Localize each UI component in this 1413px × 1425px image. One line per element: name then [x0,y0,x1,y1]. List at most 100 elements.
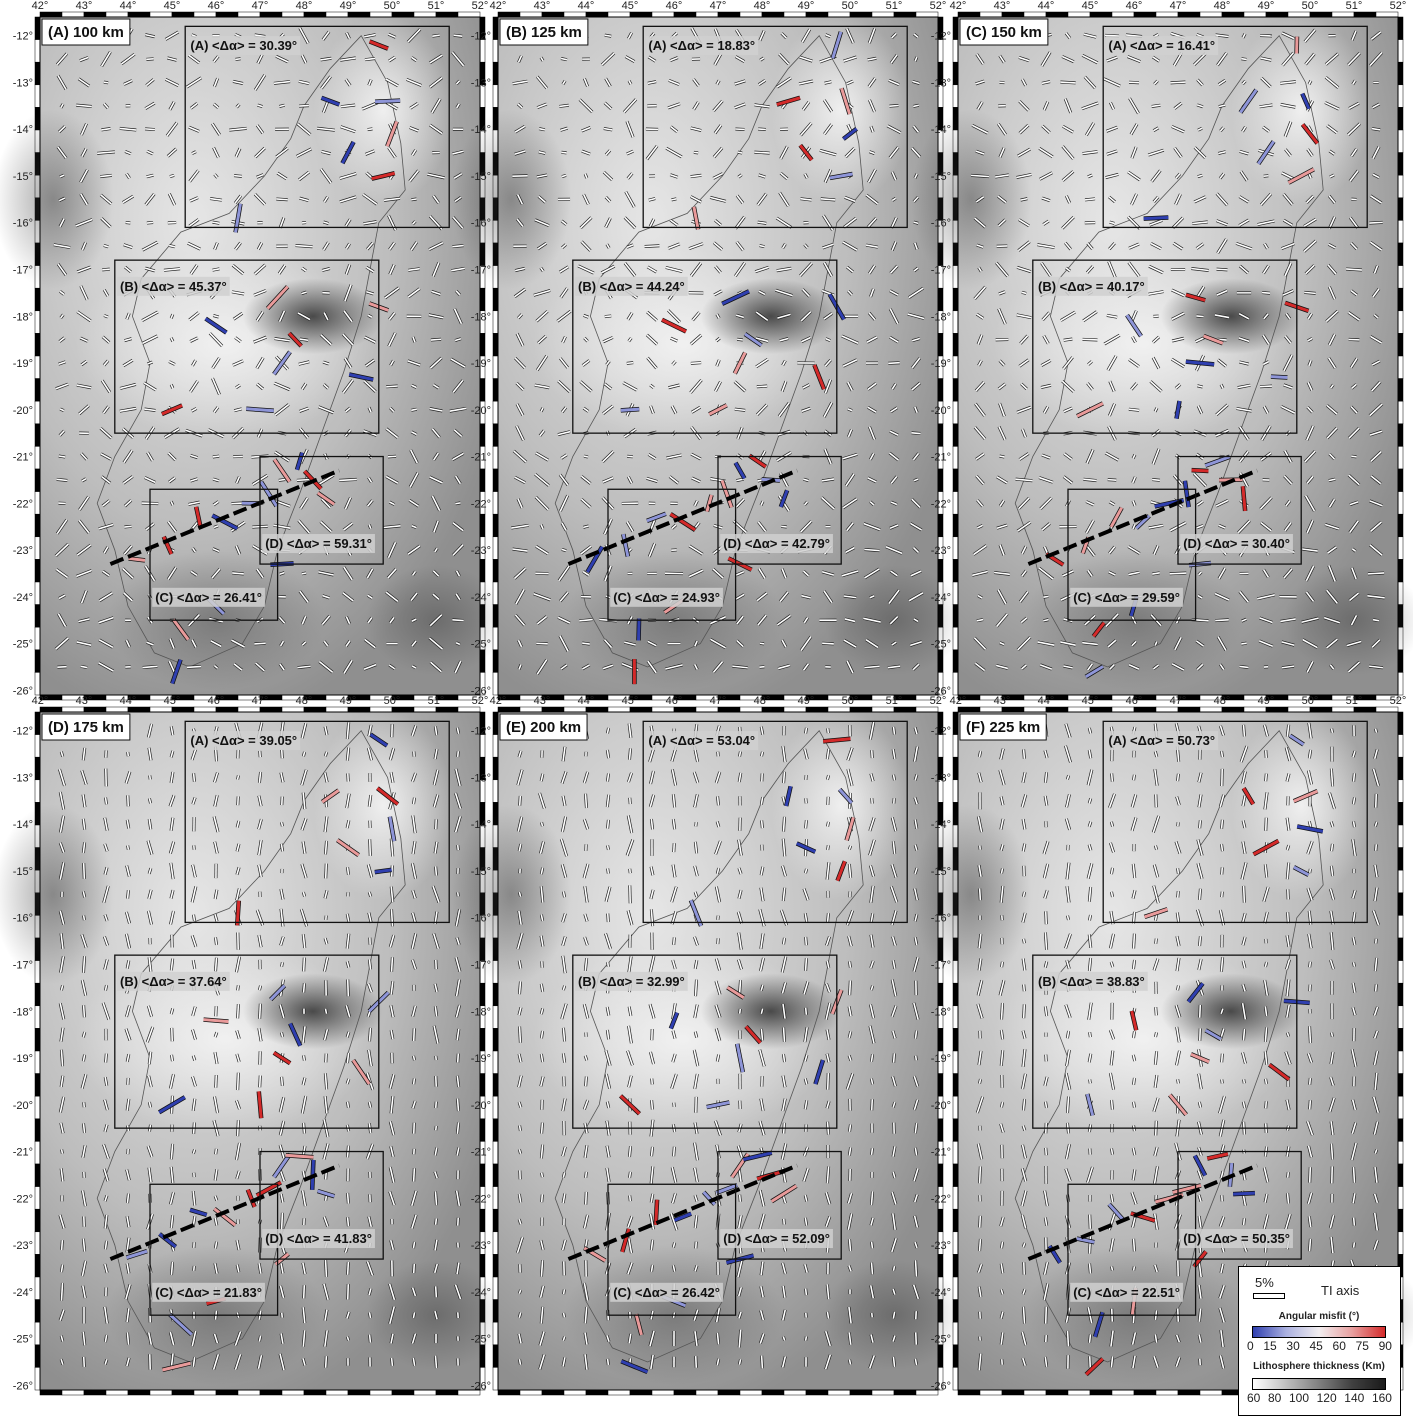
frame-tick [35,1300,40,1323]
latitude-tick-label: -15° [931,171,951,183]
panel-title-C: (C) 150 km [966,24,1042,41]
ti-axis-stick [1346,269,1362,270]
ti-axis-stick [1304,292,1315,293]
frame-tick [35,85,40,108]
latitude-tick-label: -18° [931,311,951,323]
latitude-tick-label: -19° [471,358,491,370]
ti-axis-stick [435,1191,436,1205]
frame-tick [498,12,520,17]
ti-axis-stick [1082,339,1097,340]
latitude-tick-label: -21° [931,452,951,464]
frame-tick [1310,12,1332,17]
latitude-tick-label: -18° [471,311,491,323]
frame-tick [1046,12,1068,17]
frame-tick [953,379,958,402]
ti-axis-stick [348,867,349,875]
frame-tick [953,492,958,515]
ti-axis-stick [326,864,327,879]
frame-tick [953,40,958,63]
frame-tick [238,707,260,712]
ti-axis-stick [326,1356,327,1368]
frame-tick [520,12,542,17]
ti-axis-stick [147,222,153,223]
frame-tick [480,1209,485,1232]
longitude-tick-label: 49° [1258,0,1275,12]
frame-tick [260,1390,282,1395]
frame-tick [1398,514,1403,537]
latitude-tick-label: -13° [471,77,491,89]
ti-axis-stick [84,1005,85,1017]
latitude-tick-label: -23° [931,545,951,557]
longitude-tick-label: 44° [578,0,595,12]
frame-tick [128,707,150,712]
latitude-tick-label: -22° [13,498,33,510]
ti-axis-stick [864,550,879,551]
frame-tick [35,1006,40,1029]
latitude-tick-label: -15° [13,171,33,183]
ti-axis-stick [781,526,787,527]
frame-tick [696,12,718,17]
frame-tick [493,492,498,515]
ti-axis-stick [339,479,357,480]
frame-tick [40,707,62,712]
frame-tick [953,401,958,424]
frame-tick [35,333,40,356]
longitude-tick-label: 49° [798,0,815,12]
ti-axis-stick [304,1055,305,1060]
frame-tick [238,1390,260,1395]
frame-tick [282,12,304,17]
longitude-tick-label: 47° [1170,0,1187,12]
ti-axis-stick [672,199,677,200]
longitude-tick-label: 51° [428,0,445,12]
ti-axis-stick [392,1358,393,1366]
ti-axis-stick [1241,643,1246,644]
ti-axis-stick [304,1285,305,1298]
frame-tick [493,672,498,695]
ti-axis-stick [326,1009,327,1014]
ti-axis-stick [458,751,459,757]
frame-tick [1398,17,1403,40]
frame-tick [35,311,40,334]
ti-axis-stick [149,1102,150,1107]
frame-tick [1398,424,1403,447]
frame-tick [1178,12,1200,17]
latitude-tick-label: -12° [931,31,951,43]
frame-tick [493,17,498,40]
frame-tick [35,1367,40,1390]
longitude-tick-label: 47° [710,0,727,12]
frame-tick [35,650,40,673]
frame-tick [493,40,498,63]
ti-axis-stick [369,1028,370,1041]
frame-tick [762,12,784,17]
longitude-tick-label: 45° [1082,0,1099,12]
frame-tick [480,735,485,758]
frame-tick [35,712,40,735]
ti-axis-stick [325,841,326,855]
frame-tick [953,537,958,560]
frame-tick [1398,401,1403,424]
frame-tick [953,469,958,492]
longitude-tick-label: 46° [208,0,225,12]
frame-tick [953,582,958,605]
longitude-tick-label: 48° [296,0,313,12]
ti-axis-stick [259,986,260,991]
frame-tick [282,707,304,712]
frame-tick [35,1254,40,1277]
longitude-tick-label: 51° [1346,0,1363,12]
frame-tick [480,1028,485,1051]
frame-tick [586,12,608,17]
frame-tick [35,1345,40,1368]
ti-axis-stick [105,1241,106,1250]
latitude-tick-label: -13° [13,77,33,89]
ti-axis-stick [431,339,441,340]
latitude-tick-label: -20° [471,405,491,417]
frame-tick [414,12,436,17]
ti-axis-stick [302,573,306,574]
frame-tick [35,1322,40,1345]
ti-axis-stick [1215,620,1229,621]
frame-tick [1398,379,1403,402]
longitude-tick-label: 42° [32,0,49,12]
latitude-tick-label: -19° [931,358,951,370]
ti-axis-stick [216,937,217,945]
latitude-tick-label: -17° [13,264,33,276]
